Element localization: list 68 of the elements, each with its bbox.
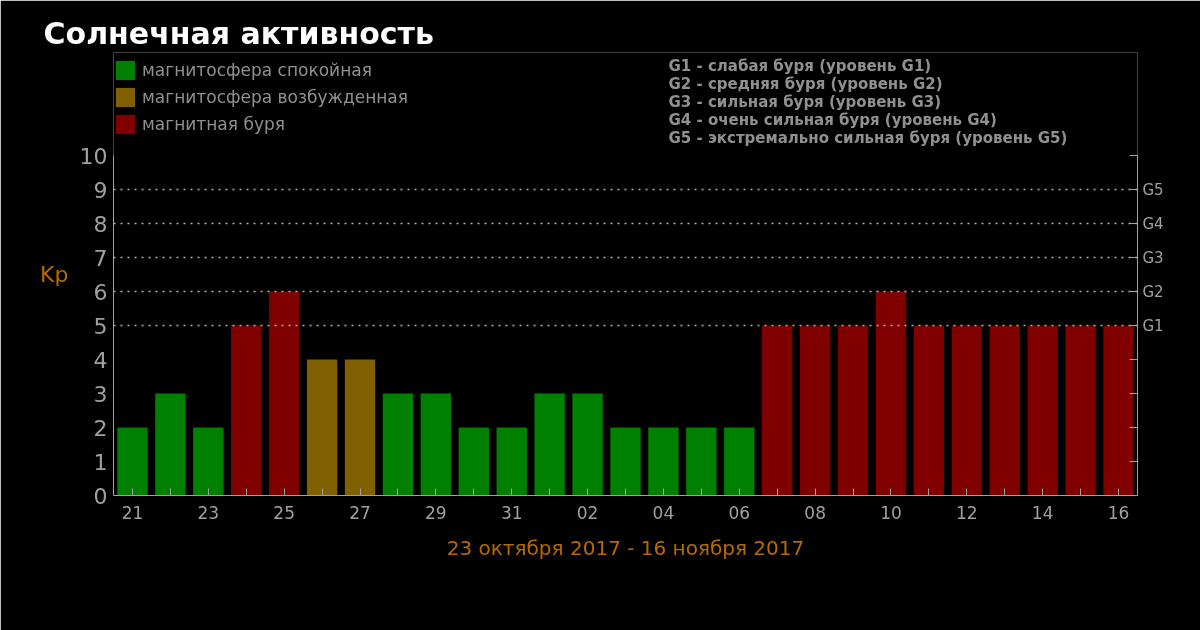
bar	[1065, 325, 1096, 496]
x-tick-label: 27	[349, 502, 371, 523]
x-tick-label: 31	[500, 502, 523, 523]
bar	[306, 359, 338, 496]
text: G4 - очень сильная буря (уровень G4)	[668, 110, 997, 129]
bar	[762, 325, 793, 496]
bar	[989, 325, 1020, 496]
legend-label: магнитосфера возбужденная	[142, 87, 408, 107]
x-tick-label: 21	[121, 502, 144, 523]
bar	[1103, 325, 1134, 496]
bar	[269, 291, 300, 496]
y-tick-label: 0	[93, 483, 108, 509]
bar	[496, 427, 527, 496]
bar	[913, 325, 945, 496]
y-tick-label: 9	[93, 177, 108, 203]
text: G5 - экстремально сильная буря (уровень G5)	[668, 128, 1068, 147]
bar	[458, 427, 489, 496]
bar	[420, 393, 452, 496]
y-tick-label: 6	[93, 279, 108, 305]
y-axis-title: Kp	[40, 261, 69, 287]
x-tick-label: 12	[956, 502, 978, 523]
x-tick-label: 06	[728, 502, 751, 523]
x-axis-title: 23 октября 2017 - 16 ноября 2017	[446, 535, 805, 560]
bar	[724, 427, 755, 496]
text: G2 - средняя буря (уровень G2)	[668, 74, 943, 93]
x-tick-label: 25	[273, 502, 295, 523]
y-tick-label: 2	[93, 415, 108, 441]
bar	[534, 393, 565, 496]
x-tick-label: 29	[425, 502, 447, 523]
bar	[193, 427, 224, 496]
ref-line-label: G1	[1142, 316, 1164, 335]
bar	[344, 359, 376, 496]
x-tick-label: 23	[197, 502, 220, 523]
y-tick-label: 8	[93, 211, 108, 237]
y-tick-label: 10	[79, 143, 108, 169]
y-tick-label: 4	[93, 347, 108, 373]
x-tick-label: 14	[1031, 502, 1054, 523]
x-tick-label: 04	[652, 502, 675, 523]
bar	[610, 427, 641, 496]
bar	[117, 427, 148, 496]
x-tick-label: 16	[1107, 502, 1130, 523]
x-tick-label: 10	[880, 502, 902, 523]
bar	[382, 393, 414, 496]
text: G1 - слабая буря (уровень G1)	[668, 56, 932, 75]
legend-label: магнитосфера спокойная	[142, 60, 372, 80]
bar	[799, 325, 831, 496]
bar	[155, 393, 186, 496]
bar	[572, 393, 603, 496]
y-tick-label: 1	[93, 449, 108, 475]
ref-line-label: G3	[1142, 248, 1164, 267]
bar	[875, 291, 907, 496]
bar	[231, 325, 262, 496]
chart-title: Солнечная активность	[43, 15, 434, 51]
ref-line-label: G4	[1142, 214, 1164, 233]
y-tick-label: 7	[93, 245, 108, 271]
legend-label: магнитная буря	[142, 114, 285, 134]
x-tick-label: 02	[576, 502, 599, 523]
y-tick-label: 5	[93, 313, 108, 339]
bar	[1027, 325, 1058, 496]
y-tick-label: 3	[93, 381, 108, 407]
bar	[837, 325, 869, 496]
bar	[686, 427, 717, 496]
text: G3 - сильная буря (уровень G3)	[668, 92, 941, 111]
bar	[951, 325, 982, 496]
x-tick-label: 08	[804, 502, 826, 523]
ref-line-label: G2	[1142, 282, 1164, 301]
ref-line-label: G5	[1142, 180, 1164, 199]
bar	[648, 427, 679, 496]
